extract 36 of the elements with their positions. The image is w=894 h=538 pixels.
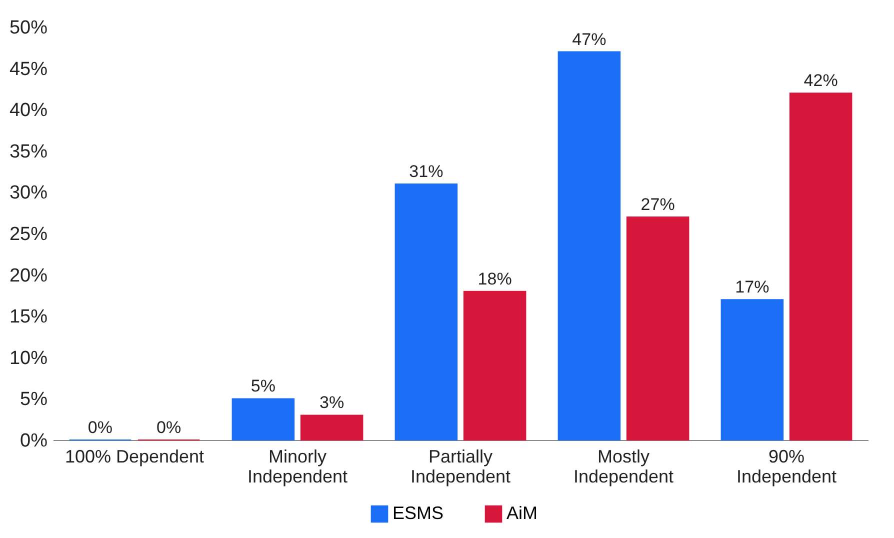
bar (558, 51, 621, 440)
bar (720, 299, 784, 440)
y-tick-label: 35% (9, 141, 48, 162)
bar (626, 216, 690, 440)
y-tick-label: 15% (9, 306, 48, 328)
data-label: 0% (156, 418, 182, 437)
y-tick-label: 45% (9, 58, 48, 80)
y-tick-label: 20% (9, 265, 48, 286)
legend-label: AiM (506, 503, 538, 523)
x-tick-label: Mostly Independent (573, 446, 674, 486)
data-label: 17% (735, 278, 770, 297)
y-tick-label: 30% (9, 182, 48, 204)
bar (394, 183, 458, 440)
x-tick-label: 90% Independent (736, 446, 837, 486)
data-label: 3% (320, 393, 344, 412)
bar (789, 92, 852, 440)
bar (463, 290, 526, 440)
x-tick-label: Minorly Independent (247, 446, 348, 486)
y-tick-label: 40% (9, 100, 48, 122)
y-tick-label: 10% (9, 348, 48, 369)
data-label: 27% (640, 194, 675, 214)
x-tick-label: 100% Dependent (64, 446, 204, 466)
data-label: 47% (572, 30, 606, 49)
data-label: 5% (250, 376, 276, 396)
data-label: 42% (804, 71, 838, 90)
data-label: 0% (88, 418, 112, 437)
y-tick-label: 0% (20, 430, 48, 452)
y-tick-label: 50% (9, 18, 48, 38)
legend-label: ESMS (392, 503, 444, 523)
data-label: 18% (478, 269, 512, 288)
y-tick-label: 5% (20, 389, 48, 410)
y-tick-label: 25% (9, 224, 48, 245)
data-label: 31% (409, 162, 444, 181)
bar (300, 414, 364, 440)
x-tick-label: Partially Independent (410, 446, 511, 486)
bar (232, 398, 295, 440)
